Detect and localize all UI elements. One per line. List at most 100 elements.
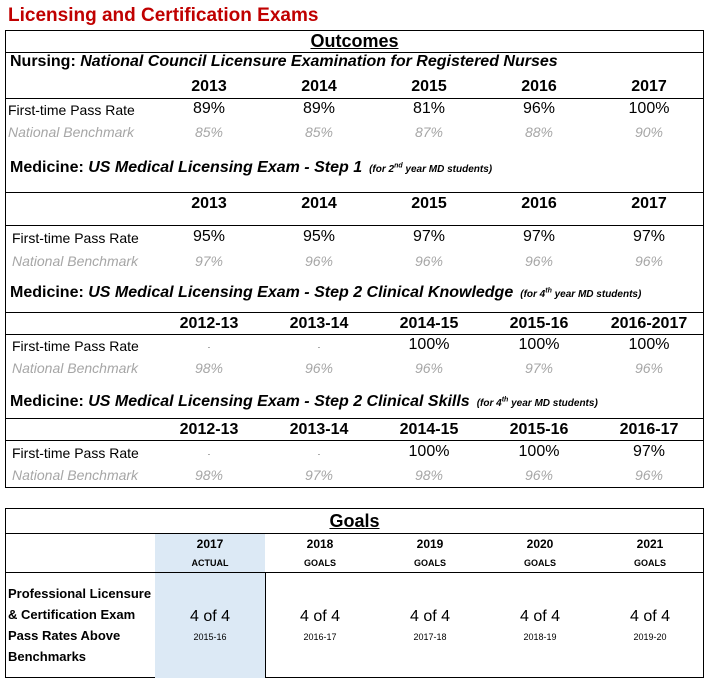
benchmark-value: 96% [414,360,444,376]
benchmark-label: National Benchmark [8,124,135,140]
goal-value: 4 of 4 [409,608,451,625]
pass-rate-value: 89% [192,100,226,117]
goal-type: ACTUAL [191,558,229,568]
pass-rate-label: First-time Pass Rate [12,338,139,354]
goal-year: 2018 [306,537,334,551]
year-header: 2016-17 [619,421,679,438]
year-header: 2016 [521,78,557,95]
year-header: 2015-16 [509,315,569,332]
benchmark-value: 88% [524,124,554,140]
section-note: (for 2nd year MD students) [369,162,493,175]
goal-value: 4 of 4 [519,608,561,625]
row-divider [6,312,703,313]
pass-rate-value: 81% [412,100,446,117]
pass-rate-value: . [317,341,321,350]
goal-value: 4 of 4 [189,608,231,625]
benchmark-value: 85% [304,124,334,140]
row-divider [6,98,703,99]
benchmark-value: 96% [634,253,664,269]
pass-rate-value: 96% [522,100,556,117]
year-header: 2013-14 [289,421,349,438]
section-subject: Medicine: [10,393,89,410]
pass-rate-value: 100% [518,336,560,353]
year-header: 2016-2017 [610,315,688,332]
pass-rate-value: 97% [412,228,446,245]
goals-table: Goals Professional Licensure & Certifica… [5,508,704,678]
pass-rate-value: . [207,448,211,457]
goal-value: 4 of 4 [299,608,341,625]
goals-heading: Goals [329,511,380,531]
year-header: 2017 [631,78,667,95]
row-divider [6,440,703,441]
section-subject: Medicine: [10,284,89,301]
year-header: 2014 [301,78,337,95]
benchmark-value: 96% [634,467,664,483]
goal-year: 2021 [636,537,664,551]
section-title: Medicine: US Medical Licensing Exam - St… [10,284,641,302]
row-divider [6,418,703,419]
benchmark-label: National Benchmark [12,467,139,483]
goal-type: GOALS [303,558,336,568]
pass-rate-value: 100% [408,336,450,353]
pass-rate-label: First-time Pass Rate [12,445,139,461]
actual-column-highlight [155,533,265,678]
goal-year: 2020 [526,537,554,551]
pass-rate-value: . [317,448,321,457]
pass-rate-label: First-time Pass Rate [8,102,135,118]
section-title: Nursing: National Council Licensure Exam… [10,53,558,71]
outcomes-table: Outcomes Nursing: National Council Licen… [5,30,704,488]
goal-period: 2017-18 [413,632,447,642]
goal-year: 2019 [416,537,444,551]
year-header: 2015 [411,78,447,95]
section-exam-name: US Medical Licensing Exam - Step 2 Clini… [88,393,470,410]
benchmark-value: 90% [634,124,664,140]
pass-rate-value: 95% [302,228,336,245]
goal-period: 2015-16 [193,632,227,642]
benchmark-value: 96% [634,360,664,376]
year-header: 2013 [191,78,227,95]
row-divider [6,334,703,335]
benchmark-value: 96% [414,253,444,269]
row-divider [6,225,703,226]
goal-year: 2017 [196,537,224,551]
benchmark-value: 96% [524,253,554,269]
pass-rate-value: 100% [628,336,670,353]
section-note: (for 4th year MD students) [520,287,642,300]
benchmark-value: 97% [524,360,554,376]
pass-rate-value: 100% [628,100,670,117]
year-header: 2014 [301,195,337,212]
benchmark-value: 85% [194,124,224,140]
pass-rate-value: 89% [302,100,336,117]
goal-period: 2016-17 [303,632,337,642]
outcomes-heading: Outcomes [310,31,399,51]
benchmark-value: 98% [414,467,444,483]
year-header: 2013 [191,195,227,212]
year-header: 2016 [521,195,557,212]
pass-rate-value: 100% [518,443,560,460]
benchmark-value: 96% [304,360,334,376]
benchmark-label: National Benchmark [12,360,139,376]
section-exam-name: US Medical Licensing Exam - Step 2 Clini… [88,284,514,301]
benchmark-value: 97% [304,467,334,483]
year-header: 2015 [411,195,447,212]
pass-rate-value: 95% [192,228,226,245]
pass-rate-value: 97% [632,228,666,245]
benchmark-label: National Benchmark [12,253,139,269]
row-divider [6,192,703,193]
year-header: 2013-14 [289,315,349,332]
section-subject: Medicine: [10,159,89,176]
goals-row-label: Professional Licensure & Certification E… [8,586,152,664]
section-subject: Nursing: [10,53,81,70]
goal-value: 4 of 4 [629,608,671,625]
page-title: Licensing and Certification Exams [8,5,319,26]
section-title: Medicine: US Medical Licensing Exam - St… [10,159,492,177]
pass-rate-value: . [207,341,211,350]
pass-rate-value: 97% [522,228,556,245]
year-header: 2014-15 [399,421,459,438]
benchmark-value: 96% [304,253,334,269]
pass-rate-value: 100% [408,443,450,460]
section-title: Medicine: US Medical Licensing Exam - St… [10,393,598,411]
goal-period: 2018-19 [523,632,557,642]
section-exam-name: US Medical Licensing Exam - Step 1 [88,159,363,176]
pass-rate-label: First-time Pass Rate [12,230,139,246]
